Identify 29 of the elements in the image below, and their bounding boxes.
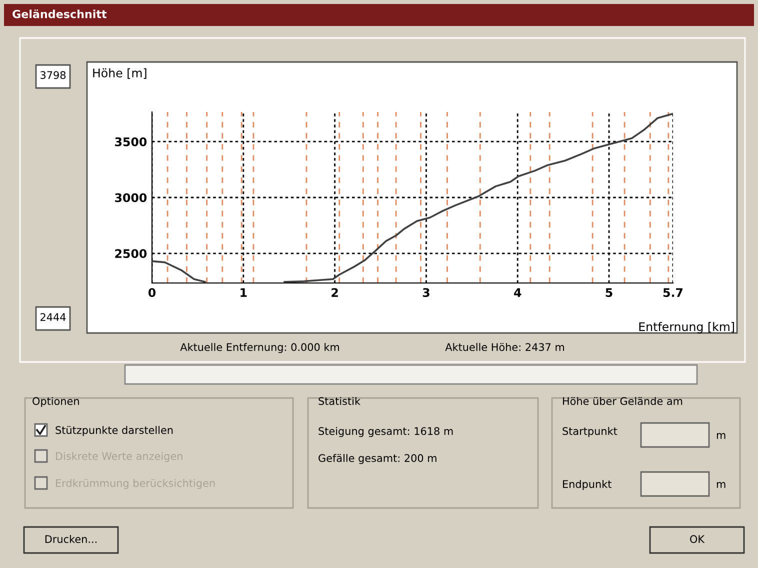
y-tick-label: 3500 [115,137,147,146]
text: 3798 [40,71,66,80]
text: Stützpunkte darstellen [56,426,173,436]
text: m [716,482,726,488]
text: Steigung gesamt: 1618 m [318,426,453,438]
text: Aktuelle Entfernung: 0.000 km [180,342,339,354]
y-axis-title: Höhe [m] [93,68,146,79]
text: Statistik [318,396,360,406]
text: Optionen [32,396,79,408]
x-tick-label: 5 [606,288,612,297]
text: Aktuelle Höhe: 2437 m [445,342,564,352]
x-tick-label: 0 [148,288,156,297]
x-tick-label: 3 [422,288,430,297]
text: Endpunkt [563,480,612,490]
text: Geländeschnitt [12,9,107,18]
text: 2444 [40,313,66,321]
text: OK [690,535,705,544]
x-tick-label: 1 [240,288,247,297]
y-tick-label: 3000 [115,193,147,202]
text: m [716,433,726,439]
y-tick-label: 2500 [115,249,147,258]
text: Gefälle gesamt: 200 m [318,454,436,464]
x-tick-label: 2 [332,288,338,297]
text: Höhe über Gelände am [563,396,682,406]
x-tick-label: 5.7 [663,288,683,297]
text: Drucken... [45,534,96,544]
text: Startpunkt [562,426,618,438]
x-axis-title: Entfernung [km] [639,322,734,334]
x-tick-label: 4 [514,288,522,297]
